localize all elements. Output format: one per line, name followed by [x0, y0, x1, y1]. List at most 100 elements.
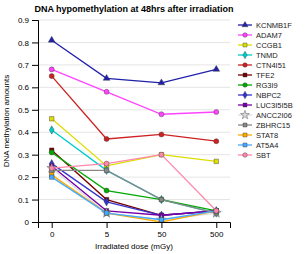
marker [214, 208, 219, 213]
tick-mark [32, 20, 38, 21]
x-axis-title: Irradiated dose (mGy) [95, 242, 173, 251]
series [49, 150, 219, 213]
tick-label: 0.3 [18, 151, 30, 160]
series [48, 36, 219, 85]
grid-line [38, 64, 230, 65]
legend-marker [243, 73, 247, 77]
tick-mark [52, 222, 53, 228]
plot-area: 055050000.10.20.30.40.50.60.70.80.9 [18, 16, 231, 239]
legend-entry: LUC3I5I5B [238, 101, 293, 110]
marker [102, 208, 112, 217]
legend-label: RG3I9 [256, 81, 278, 90]
series [47, 163, 221, 222]
legend-label: ANCC2I06 [256, 111, 292, 120]
tick-mark [32, 222, 38, 223]
tick-label: 5 [105, 230, 110, 239]
marker [103, 74, 110, 80]
marker [104, 188, 109, 193]
grid-line [38, 20, 230, 21]
marker [49, 74, 54, 79]
legend-marker [243, 33, 248, 38]
legend-entry: TFE2 [238, 71, 274, 80]
tick-mark [32, 200, 38, 201]
tick: 0.6 [18, 83, 38, 92]
marker [159, 132, 164, 137]
series [49, 67, 219, 117]
marker [49, 117, 53, 121]
chart: 055050000.10.20.30.40.50.60.70.80.9DNA h… [0, 0, 306, 254]
tick-mark [107, 222, 108, 228]
series [49, 152, 219, 213]
tick: 0.1 [18, 196, 38, 205]
tick: 0.5 [18, 106, 38, 115]
legend-label: ADAM7 [256, 31, 282, 40]
marker [214, 209, 218, 213]
y-axis: 00.10.20.30.40.50.60.70.80.9 [18, 16, 39, 227]
tick-label: 0 [50, 230, 55, 239]
tick-label: 0.5 [18, 106, 30, 115]
marker [214, 139, 219, 144]
tick: 0.7 [18, 61, 38, 70]
marker [104, 166, 109, 174]
marker [214, 209, 218, 213]
tick-label: 500 [210, 230, 224, 239]
tick: 0 [25, 218, 38, 227]
series [49, 159, 218, 219]
tick: 5 [105, 222, 110, 239]
marker [214, 209, 218, 213]
legend-entry: STAT8 [238, 131, 278, 140]
tick-mark [161, 222, 162, 228]
tick-mark [216, 222, 217, 228]
legend-label: CCGB1 [256, 41, 282, 50]
series [49, 74, 219, 144]
legend-entry: RG3I9 [238, 81, 278, 90]
legend-label: AT5A4 [256, 141, 278, 150]
line [52, 164, 217, 216]
legend-marker [243, 51, 247, 58]
tick-label: 0.6 [18, 83, 30, 92]
marker [214, 209, 218, 213]
marker [104, 168, 108, 172]
marker [104, 89, 109, 94]
marker [49, 166, 54, 171]
tick: 50 [157, 222, 166, 239]
marker [159, 197, 163, 201]
marker [214, 159, 218, 163]
line [52, 76, 217, 141]
series [49, 175, 218, 222]
legend-marker [243, 143, 247, 147]
series [49, 126, 218, 217]
marker [104, 161, 109, 166]
legend-marker [243, 83, 248, 88]
legend-entry: ADAM7 [238, 31, 282, 40]
legend-marker [243, 133, 247, 137]
legend: KCNMB1FADAM7CCGB1TNMDCTN4I51TFE2RG3I9NBP… [238, 21, 293, 160]
tick-label: 0.8 [18, 39, 30, 48]
marker [159, 152, 164, 157]
marker [49, 67, 54, 72]
line [52, 177, 217, 220]
tick-label: 50 [157, 230, 166, 239]
tick-mark [32, 65, 38, 66]
legend-marker [243, 123, 247, 127]
legend-marker [243, 43, 247, 47]
line [52, 69, 217, 114]
grid-line [38, 199, 230, 200]
grid-line [38, 42, 230, 43]
legend-label: KCNMB1F [256, 21, 292, 30]
tick-label: 0 [25, 218, 30, 227]
tick-mark [32, 155, 38, 156]
legend-entry: SBT [238, 151, 271, 160]
legend-marker [241, 110, 250, 118]
legend-label: SBT [256, 151, 271, 160]
marker [104, 211, 108, 215]
line [52, 40, 217, 83]
marker [159, 195, 164, 203]
legend-label: NBPC2 [256, 91, 281, 100]
legend-marker [243, 153, 248, 158]
tick: 0.4 [18, 128, 38, 137]
tick-label: 0.1 [18, 196, 30, 205]
marker [49, 175, 53, 179]
line [52, 150, 217, 215]
tick-mark [32, 132, 38, 133]
